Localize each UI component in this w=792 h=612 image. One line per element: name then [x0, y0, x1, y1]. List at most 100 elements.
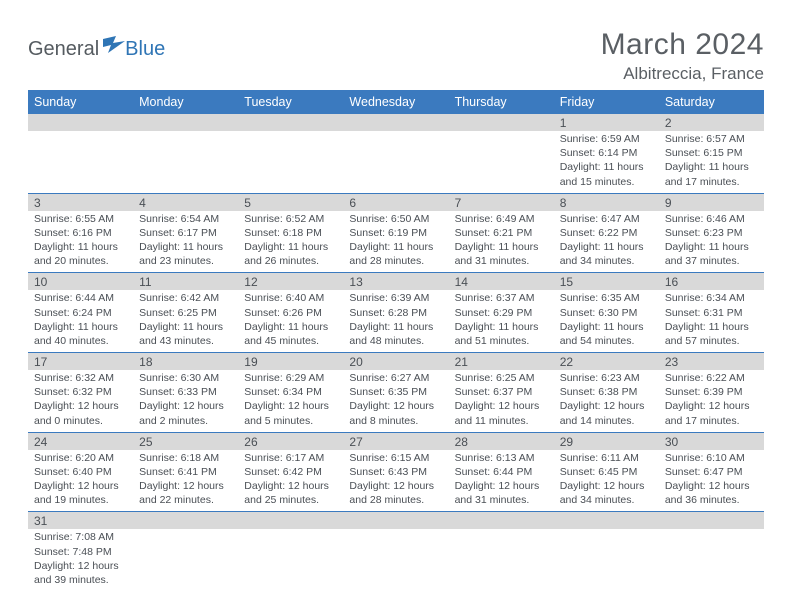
day-content-cell: Sunrise: 6:18 AMSunset: 6:41 PMDaylight:…	[133, 450, 238, 512]
day-content-row: Sunrise: 6:44 AMSunset: 6:24 PMDaylight:…	[28, 290, 764, 352]
daylight-line: Daylight: 11 hours and 17 minutes.	[665, 160, 758, 188]
weekday-header-row: Sunday Monday Tuesday Wednesday Thursday…	[28, 90, 764, 114]
daylight-line: Daylight: 12 hours and 0 minutes.	[34, 399, 127, 427]
day-number-cell: 23	[659, 353, 764, 371]
daylight-line: Daylight: 11 hours and 23 minutes.	[139, 240, 232, 268]
day-content-row: Sunrise: 6:20 AMSunset: 6:40 PM Daylight:…	[28, 450, 764, 512]
sunrise-line: Sunrise: 6:47 AM	[560, 212, 653, 226]
sunrise-line: Sunrise: 6:18 AM	[139, 451, 232, 465]
daylight-line: Daylight: 12 hours and 31 minutes.	[455, 479, 548, 507]
day-number-row: 24252627282930	[28, 432, 764, 450]
sunrise-line: Sunrise: 6:13 AM	[455, 451, 548, 465]
day-content-cell	[28, 131, 133, 193]
sunrise-line: Sunrise: 6:10 AM	[665, 451, 758, 465]
day-number-cell: 8	[554, 193, 659, 211]
day-content-cell: Sunrise: 6:34 AMSunset: 6:31 PMDaylight:…	[659, 290, 764, 352]
daylight-line: Daylight: 11 hours and 37 minutes.	[665, 240, 758, 268]
day-number-cell: 10	[28, 273, 133, 291]
day-content-cell: Sunrise: 6:42 AMSunset: 6:25 PMDaylight:…	[133, 290, 238, 352]
day-number-cell	[133, 114, 238, 131]
day-content-cell: Sunrise: 6:13 AMSunset: 6:44 PMDaylight:…	[449, 450, 554, 512]
day-number-cell: 12	[238, 273, 343, 291]
daylight-line: Daylight: 11 hours and 28 minutes.	[349, 240, 442, 268]
day-content-cell	[449, 529, 554, 591]
daylight-line: Daylight: 12 hours and 25 minutes.	[244, 479, 337, 507]
header: General Blue March 2024 Albitreccia, Fra…	[28, 28, 764, 84]
day-content-cell	[343, 529, 448, 591]
day-number-cell: 26	[238, 432, 343, 450]
day-content-cell: Sunrise: 6:39 AMSunset: 6:28 PMDaylight:…	[343, 290, 448, 352]
day-content-cell: Sunrise: 6:55 AMSunset: 6:16 PMDaylight:…	[28, 211, 133, 273]
day-number-cell	[343, 114, 448, 131]
day-number-cell	[28, 114, 133, 131]
weekday-header: Thursday	[449, 90, 554, 114]
sunrise-line: Sunrise: 6:20 AM	[34, 451, 127, 465]
day-content-cell	[449, 131, 554, 193]
sunset-line: Sunset: 6:40 PM	[34, 465, 127, 479]
daylight-line: Daylight: 11 hours and 40 minutes.	[34, 320, 127, 348]
sunset-line: Sunset: 6:22 PM	[560, 226, 653, 240]
sunrise-line: Sunrise: 6:39 AM	[349, 291, 442, 305]
sunrise-line: Sunrise: 6:42 AM	[139, 291, 232, 305]
day-content-cell: Sunrise: 6:11 AMSunset: 6:45 PMDaylight:…	[554, 450, 659, 512]
day-content-cell: Sunrise: 6:25 AMSunset: 6:37 PMDaylight:…	[449, 370, 554, 432]
day-content-cell: Sunrise: 6:23 AMSunset: 6:38 PMDaylight:…	[554, 370, 659, 432]
day-number-row: 17181920212223	[28, 353, 764, 371]
title-block: March 2024 Albitreccia, France	[601, 28, 764, 84]
day-number-cell: 7	[449, 193, 554, 211]
daylight-line: Daylight: 12 hours and 17 minutes.	[665, 399, 758, 427]
sunrise-line: Sunrise: 6:23 AM	[560, 371, 653, 385]
day-content-row: Sunrise: 6:59 AMSunset: 6:14 PM Daylight:…	[28, 131, 764, 193]
sunrise-line: Sunrise: 6:34 AM	[665, 291, 758, 305]
day-number-cell: 28	[449, 432, 554, 450]
day-content-cell: Sunrise: 6:50 AMSunset: 6:19 PMDaylight:…	[343, 211, 448, 273]
day-number-cell: 19	[238, 353, 343, 371]
day-number-cell: 24	[28, 432, 133, 450]
weekday-header: Friday	[554, 90, 659, 114]
day-content-cell	[659, 529, 764, 591]
daylight-line: Daylight: 12 hours and 28 minutes.	[349, 479, 442, 507]
day-content-cell	[554, 529, 659, 591]
sunset-line: Sunset: 6:44 PM	[455, 465, 548, 479]
logo-text-general: General	[28, 38, 99, 61]
daylight-line: Daylight: 12 hours and 5 minutes.	[244, 399, 337, 427]
sunset-line: Sunset: 6:19 PM	[349, 226, 442, 240]
month-title: March 2024	[601, 28, 764, 62]
day-content-row: Sunrise: 6:32 AMSunset: 6:32 PMDaylight:…	[28, 370, 764, 432]
day-content-cell	[238, 529, 343, 591]
sunrise-line: Sunrise: 6:55 AM	[34, 212, 127, 226]
day-number-cell	[133, 512, 238, 530]
sunrise-line: Sunrise: 6:17 AM	[244, 451, 337, 465]
daylight-line: Daylight: 11 hours and 48 minutes.	[349, 320, 442, 348]
day-content-cell: Sunrise: 6:29 AMSunset: 6:34 PMDaylight:…	[238, 370, 343, 432]
sunset-line: Sunset: 6:37 PM	[455, 385, 548, 399]
day-content-cell: Sunrise: 6:17 AMSunset: 6:42 PMDaylight:…	[238, 450, 343, 512]
day-content-cell	[133, 131, 238, 193]
day-content-cell: Sunrise: 6:30 AMSunset: 6:33 PMDaylight:…	[133, 370, 238, 432]
sunset-line: Sunset: 6:47 PM	[665, 465, 758, 479]
sunrise-line: Sunrise: 6:46 AM	[665, 212, 758, 226]
daylight-line: Daylight: 12 hours and 36 minutes.	[665, 479, 758, 507]
sunset-line: Sunset: 6:23 PM	[665, 226, 758, 240]
sunset-line: Sunset: 6:14 PM	[560, 146, 653, 160]
day-number-cell: 25	[133, 432, 238, 450]
day-number-cell: 14	[449, 273, 554, 291]
day-content-cell: Sunrise: 6:54 AMSunset: 6:17 PMDaylight:…	[133, 211, 238, 273]
day-number-row: 10111213141516	[28, 273, 764, 291]
day-content-cell: Sunrise: 6:40 AMSunset: 6:26 PMDaylight:…	[238, 290, 343, 352]
sunset-line: Sunset: 6:24 PM	[34, 306, 127, 320]
sunset-line: Sunset: 6:29 PM	[455, 306, 548, 320]
day-content-cell: Sunrise: 6:10 AMSunset: 6:47 PMDaylight:…	[659, 450, 764, 512]
sunrise-line: Sunrise: 6:32 AM	[34, 371, 127, 385]
sunrise-line: Sunrise: 6:59 AM	[560, 132, 653, 146]
sunset-line: Sunset: 6:35 PM	[349, 385, 442, 399]
sunrise-line: Sunrise: 6:11 AM	[560, 451, 653, 465]
weekday-header: Tuesday	[238, 90, 343, 114]
sunrise-line: Sunrise: 6:25 AM	[455, 371, 548, 385]
calendar-body: 12 Sunrise: 6:59 AMSunset: 6:14 PM Daylig…	[28, 114, 764, 591]
day-number-cell: 3	[28, 193, 133, 211]
sunset-line: Sunset: 6:30 PM	[560, 306, 653, 320]
calendar-page: General Blue March 2024 Albitreccia, Fra…	[0, 0, 792, 591]
sunset-line: Sunset: 6:21 PM	[455, 226, 548, 240]
sunrise-line: Sunrise: 6:30 AM	[139, 371, 232, 385]
